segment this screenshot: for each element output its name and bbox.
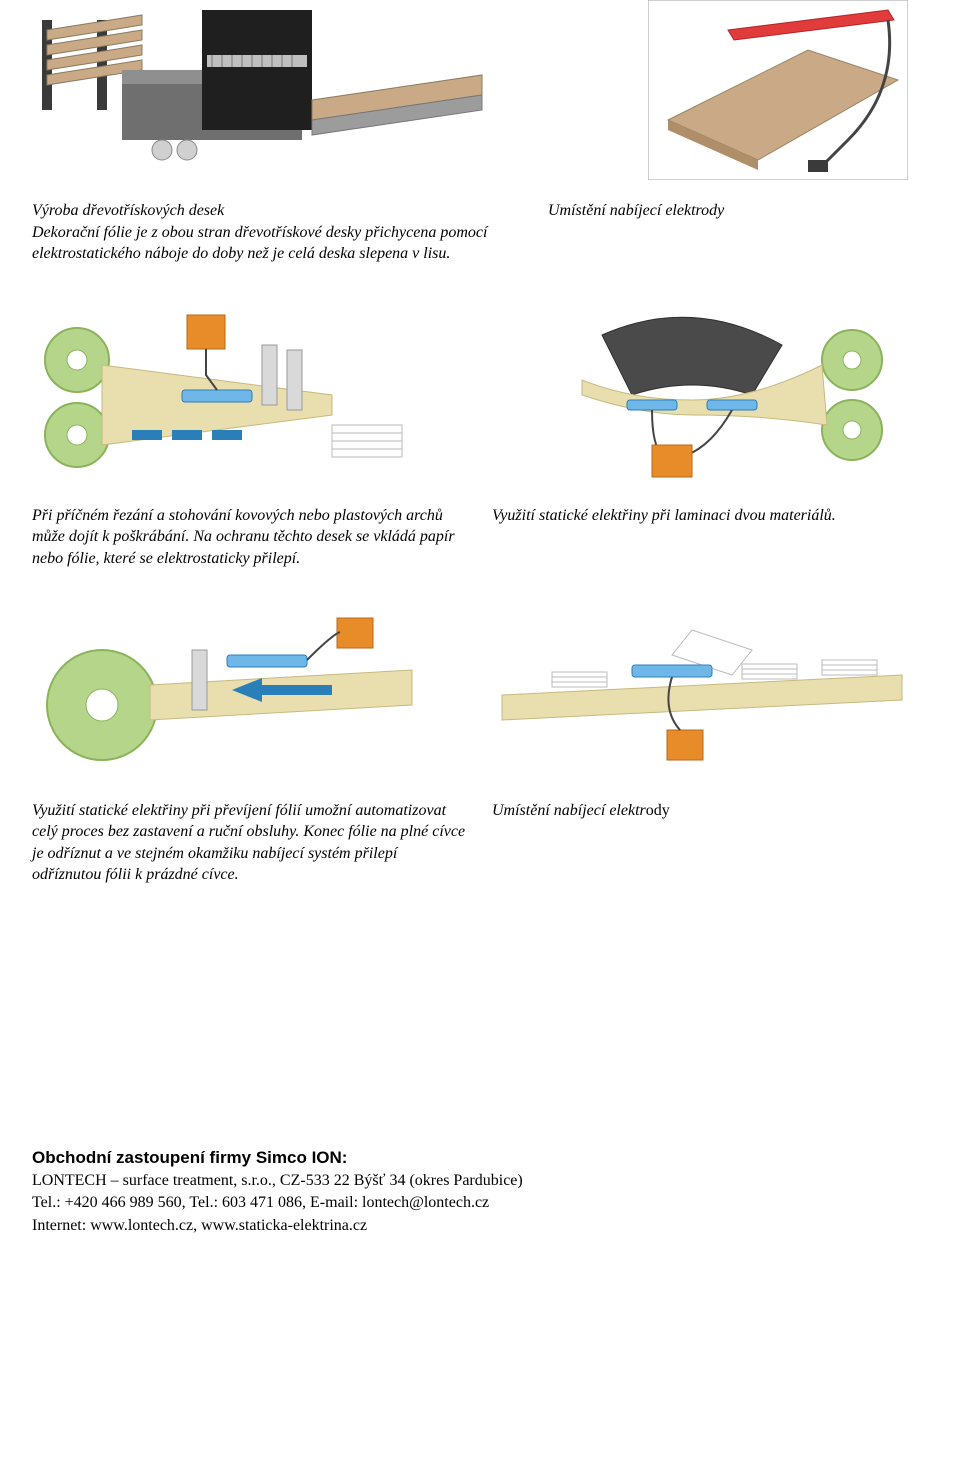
- section-2-caption-right: Využití statické elektřiny při laminaci …: [492, 505, 928, 527]
- document-page: Výroba dřevotřískových desek Dekorační f…: [0, 0, 960, 1277]
- section-1-caption-left: Výroba dřevotřískových desek Dekorační f…: [32, 200, 524, 265]
- section-1-captions: Výroba dřevotřískových desek Dekorační f…: [32, 192, 928, 265]
- section-3-image-right: [492, 610, 928, 780]
- section-2-images: [32, 305, 928, 485]
- illustration-film-rewind: [32, 610, 452, 780]
- section-1-images: [32, 0, 928, 180]
- section-1-image-left: [32, 0, 624, 180]
- footer-line-3: Internet: www.lontech.cz, www.staticka-e…: [32, 1215, 928, 1237]
- illustration-electrode-placement: [648, 0, 908, 180]
- footer-heading: Obchodní zastoupení firmy Simco ION:: [32, 1146, 928, 1170]
- section-1-title: Výroba dřevotřískových desek: [32, 202, 224, 219]
- section-3-images: [32, 610, 928, 780]
- section-1-caption-right: Umístění nabíjecí elektrody: [548, 200, 928, 222]
- section-2-image-left: [32, 305, 468, 485]
- footer-line-1: LONTECH – surface treatment, s.r.o., CZ-…: [32, 1170, 928, 1192]
- footer-block: Obchodní zastoupení firmy Simco ION: LON…: [32, 1146, 928, 1237]
- footer-line-2: Tel.: +420 466 989 560, Tel.: 603 471 08…: [32, 1192, 928, 1214]
- illustration-electrode-line: [492, 610, 912, 780]
- section-2-caption-left: Při příčném řezání a stohování kovových …: [32, 505, 468, 570]
- section-3-right-italic: Umístění nabíjecí elektr: [492, 802, 646, 819]
- section-3-right-upright: ody: [646, 802, 670, 819]
- section-2-captions: Při příčném řezání a stohování kovových …: [32, 497, 928, 570]
- illustration-sheet-interleaving: [32, 305, 452, 485]
- section-3-caption-right: Umístění nabíjecí elektrody: [492, 800, 928, 822]
- section-2-image-right: [492, 305, 928, 485]
- illustration-lamination: [492, 305, 912, 485]
- section-1-body: Dekorační fólie je z obou stran dřevotří…: [32, 224, 487, 263]
- section-3-caption-left: Využití statické elektřiny při převíjení…: [32, 800, 468, 886]
- section-3-image-left: [32, 610, 468, 780]
- section-3-captions: Využití statické elektřiny při převíjení…: [32, 792, 928, 886]
- section-1-image-right: [648, 0, 928, 180]
- illustration-chipboard-line: [32, 0, 492, 180]
